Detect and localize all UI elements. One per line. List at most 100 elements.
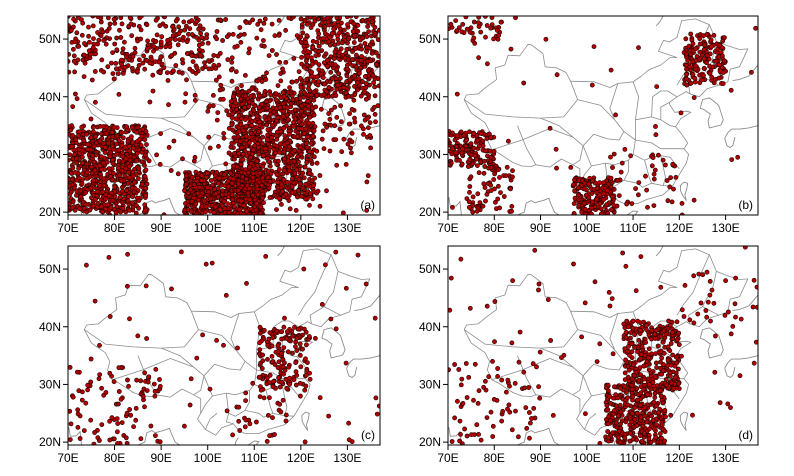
station-point: [126, 170, 131, 175]
station-point: [237, 428, 243, 433]
station-point: [706, 56, 712, 62]
station-point: [337, 126, 343, 132]
station-point: [215, 53, 221, 59]
station-point: [116, 71, 121, 76]
station-point: [292, 116, 298, 122]
station-point: [641, 363, 647, 369]
station-point: [267, 144, 273, 150]
station-point: [145, 379, 151, 385]
station-point: [229, 122, 235, 127]
station-point: [277, 141, 283, 147]
station-point: [75, 411, 81, 417]
station-point: [239, 145, 245, 151]
station-point: [361, 131, 366, 137]
station-point: [101, 176, 107, 181]
province-boundary: [463, 81, 578, 119]
station-point: [147, 99, 153, 105]
station-point: [636, 192, 641, 198]
station-point: [594, 185, 600, 191]
station-point: [82, 60, 88, 66]
station-point: [273, 133, 279, 139]
station-point: [509, 203, 515, 209]
station-point: [88, 185, 94, 191]
station-point: [322, 262, 328, 268]
province-boundary: [205, 412, 218, 430]
station-point: [582, 206, 588, 212]
station-point: [329, 31, 335, 36]
station-point: [185, 31, 191, 37]
station-point: [287, 168, 292, 174]
station-point: [92, 298, 98, 304]
station-point: [594, 196, 599, 202]
station-point: [334, 162, 340, 168]
station-point: [303, 58, 309, 64]
station-point: [132, 179, 138, 185]
province-boundary: [230, 313, 240, 350]
station-point: [269, 135, 274, 141]
station-point: [222, 172, 227, 178]
station-point: [679, 200, 685, 206]
station-point: [470, 209, 476, 215]
station-point: [484, 136, 490, 141]
station-point: [246, 46, 252, 52]
station-point: [283, 192, 289, 197]
station-point: [176, 31, 182, 36]
station-point: [651, 176, 657, 182]
station-point: [266, 336, 272, 342]
station-point: [225, 201, 230, 206]
station-point: [720, 70, 726, 75]
station-point: [72, 169, 78, 175]
station-point: [283, 60, 289, 65]
station-point: [120, 150, 125, 156]
station-point: [262, 114, 268, 120]
station-point: [75, 369, 80, 375]
station-point: [597, 192, 602, 198]
station-point: [608, 207, 614, 213]
station-point: [491, 36, 496, 42]
station-point: [685, 57, 690, 63]
station-point: [299, 55, 304, 60]
station-point: [242, 170, 248, 176]
station-point: [274, 207, 279, 212]
station-point: [123, 435, 129, 441]
station-point: [196, 197, 201, 203]
station-point: [470, 194, 476, 200]
station-point: [70, 104, 76, 109]
station-point: [166, 102, 171, 108]
station-point: [484, 191, 490, 197]
station-point: [339, 40, 345, 46]
station-point: [206, 66, 212, 72]
station-point: [191, 182, 197, 188]
station-point: [130, 173, 136, 179]
station-point: [152, 433, 158, 438]
station-point: [337, 30, 342, 36]
station-point: [351, 97, 357, 103]
station-point: [313, 53, 319, 58]
station-point: [138, 436, 144, 442]
station-point: [194, 178, 200, 184]
station-point: [110, 198, 116, 203]
station-point: [669, 380, 674, 386]
station-point: [281, 156, 287, 162]
station-point: [670, 161, 676, 167]
station-point: [248, 110, 254, 116]
station-point: [231, 163, 236, 169]
station-point: [269, 343, 275, 349]
station-point: [338, 46, 344, 52]
station-point: [272, 432, 277, 437]
station-point: [483, 148, 488, 154]
station-point: [701, 47, 707, 53]
station-point: [144, 181, 150, 187]
station-point: [143, 193, 148, 199]
station-point: [351, 73, 357, 79]
station-point: [303, 342, 309, 348]
station-point: [236, 187, 241, 193]
station-point: [243, 20, 249, 25]
x-tick-label: 120E: [287, 451, 315, 465]
station-point: [601, 191, 607, 197]
station-point: [83, 190, 88, 195]
station-point: [112, 41, 118, 47]
station-point: [216, 74, 222, 80]
station-point: [105, 64, 111, 70]
